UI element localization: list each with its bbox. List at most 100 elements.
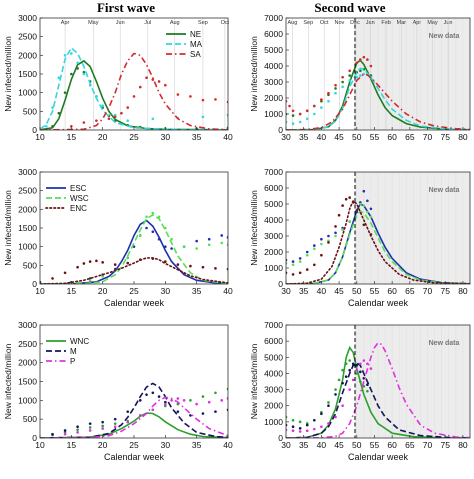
data-point-sa	[189, 95, 192, 98]
data-point-wsc	[170, 237, 173, 241]
x-tick-label: 20	[98, 286, 108, 296]
data-point-wnc	[291, 418, 295, 422]
first-wave-row2: 10 15 20 25 30 35 40 0 500 1000 1500 2000 2500 3000 Ne…	[3, 167, 233, 308]
data-point-enc	[201, 265, 205, 269]
x-tick-label: 10	[35, 440, 45, 450]
data-point-sa	[355, 61, 359, 65]
series-line-wnc	[40, 412, 228, 438]
series-line-p	[286, 341, 470, 438]
series-line-sa	[286, 73, 470, 130]
data-point-wnc	[88, 426, 92, 429]
data-point-enc	[138, 258, 142, 262]
plot-frame	[285, 17, 471, 131]
data-point-sa	[120, 111, 123, 115]
x-tick-label: 60	[387, 286, 397, 296]
data-point-sa	[138, 85, 142, 89]
data-point-wsc	[341, 228, 344, 231]
x-axis-label: Calendar week	[104, 298, 165, 308]
data-point-wsc	[313, 247, 316, 251]
data-point-p	[207, 400, 211, 404]
data-point-ma	[355, 75, 359, 79]
plot-frame	[285, 324, 471, 439]
data-point-p	[313, 427, 316, 431]
series-line-ma	[40, 46, 228, 130]
y-tick-label: 5000	[264, 199, 283, 209]
first-wave-row1: Apr May Jun Jul Aug Sep Oct 10 15 20 25 30 35 40 0 500 1…	[3, 13, 233, 142]
data-point-ma	[44, 124, 48, 128]
month-label: Sep	[198, 20, 208, 26]
y-axis-label: New infected/million	[3, 343, 13, 419]
second-wave-row2: New data 30 35 40 45 50 55 60 65 70 75 80 0 1000 2000 3…	[249, 167, 471, 308]
x-tick-label: 80	[458, 286, 468, 296]
series-line-enc	[40, 257, 228, 284]
data-point-wsc	[348, 220, 351, 223]
data-point-wnc	[334, 388, 337, 391]
y-tick-label: 500	[23, 260, 37, 270]
data-point-esc	[362, 189, 366, 193]
data-point-sa	[95, 119, 98, 122]
data-point-ne	[57, 111, 61, 115]
new-data-label: New data	[429, 33, 460, 40]
y-tick-label: 1000	[18, 242, 37, 252]
data-point-ne	[341, 80, 344, 84]
second-wave-row3: New data 30 35 40 45 50 55 60 65 70 75 80 0 1000 2000 3…	[249, 320, 471, 462]
data-point-m	[76, 425, 79, 429]
data-point-ma	[151, 117, 155, 121]
y-tick-label: 5000	[264, 352, 283, 362]
data-point-sa	[107, 117, 111, 121]
data-point-p	[305, 429, 309, 433]
data-point-wnc	[355, 372, 359, 375]
legend-label-wnc: WNC	[70, 337, 89, 346]
y-tick-label: 2000	[264, 247, 283, 257]
data-point-esc	[320, 237, 323, 241]
series-line-ma	[286, 67, 470, 130]
data-point-enc	[348, 196, 351, 199]
y-tick-label: 1500	[18, 223, 37, 233]
x-tick-label: 25	[129, 132, 139, 142]
x-tick-label: 30	[161, 286, 171, 296]
y-tick-label: 2500	[18, 186, 37, 196]
data-point-wnc	[164, 404, 167, 408]
y-tick-label: 1000	[18, 88, 37, 98]
data-point-m	[291, 425, 295, 429]
data-point-sa	[151, 78, 155, 81]
data-point-wnc	[63, 431, 67, 434]
series-line-m	[40, 382, 228, 438]
second-wave-row1: Aug Sep Oct Nov Dec Jan Feb Mar Apr May Jun New dat…	[249, 13, 471, 142]
data-point-wsc	[291, 263, 295, 267]
data-point-esc	[369, 207, 373, 211]
x-tick-label: 55	[370, 440, 380, 450]
data-point-ma	[113, 113, 117, 117]
month-label: Jan	[366, 20, 375, 26]
y-tick-label: 3000	[18, 167, 37, 177]
data-point-p	[348, 388, 351, 391]
data-point-sa	[366, 58, 369, 61]
month-label: Oct	[320, 20, 329, 26]
y-axis-label: New infected/million	[249, 36, 259, 112]
y-tick-label: 2500	[18, 339, 37, 349]
month-label: Apr	[413, 20, 422, 26]
data-point-wsc	[157, 215, 161, 219]
y-tick-label: 500	[23, 106, 37, 116]
data-point-wsc	[151, 211, 155, 215]
data-point-sa	[313, 104, 316, 108]
data-point-sa	[288, 104, 291, 108]
data-point-esc	[220, 234, 224, 237]
data-point-p	[88, 429, 92, 432]
y-tick-label: 7000	[264, 167, 283, 177]
y-axis-label: New infected/million	[3, 190, 13, 266]
y-tick-label: 2000	[18, 204, 37, 214]
month-label: Aug	[170, 20, 180, 26]
data-point-enc	[151, 257, 155, 260]
x-axis-label: Calendar week	[348, 298, 409, 308]
x-tick-label: 35	[192, 286, 202, 296]
month-label: Apr	[61, 20, 70, 26]
data-point-ma	[88, 83, 92, 87]
y-tick-label: 2500	[18, 32, 37, 42]
y-tick-label: 3000	[264, 231, 283, 241]
data-point-wnc	[366, 389, 369, 393]
data-point-esc	[334, 231, 337, 235]
data-point-ne	[70, 72, 73, 76]
